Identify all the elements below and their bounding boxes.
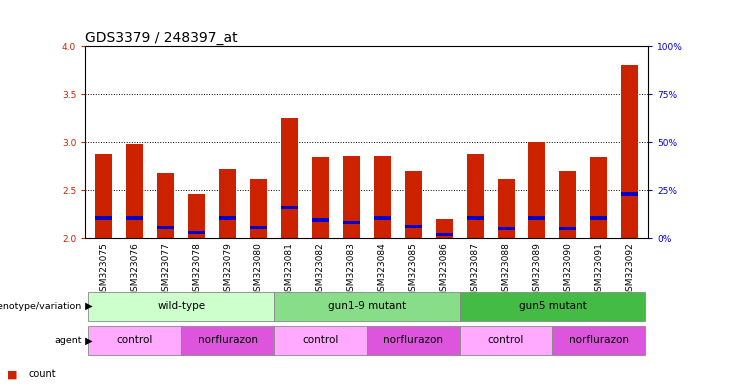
Text: GSM323083: GSM323083 <box>347 242 356 297</box>
Bar <box>553 326 645 356</box>
Bar <box>467 216 484 220</box>
Text: GSM323091: GSM323091 <box>594 242 603 297</box>
Bar <box>497 227 514 230</box>
Bar <box>188 194 205 238</box>
Bar <box>250 226 267 229</box>
Bar <box>405 171 422 238</box>
Bar <box>188 231 205 234</box>
Text: ■: ■ <box>7 369 18 379</box>
Bar <box>467 154 484 238</box>
Bar <box>126 216 143 220</box>
Text: GSM323087: GSM323087 <box>471 242 479 297</box>
Bar <box>621 65 638 238</box>
Bar <box>405 225 422 228</box>
Text: GSM323086: GSM323086 <box>439 242 448 297</box>
Bar <box>559 227 576 230</box>
Text: control: control <box>302 335 339 345</box>
Bar <box>274 291 459 321</box>
Text: GSM323081: GSM323081 <box>285 242 294 297</box>
Text: count: count <box>28 369 56 379</box>
Bar <box>219 169 236 238</box>
Bar <box>312 218 329 222</box>
Bar <box>96 154 113 238</box>
Text: GSM323078: GSM323078 <box>192 242 201 297</box>
Text: GDS3379 / 248397_at: GDS3379 / 248397_at <box>85 31 238 45</box>
Text: GSM323075: GSM323075 <box>99 242 108 297</box>
Bar <box>157 173 174 238</box>
Text: GSM323082: GSM323082 <box>316 242 325 297</box>
Bar <box>274 326 367 356</box>
Text: norflurazon: norflurazon <box>569 335 629 345</box>
Bar <box>436 233 453 236</box>
Bar <box>281 118 298 238</box>
Text: GSM323088: GSM323088 <box>502 242 511 297</box>
Text: GSM323089: GSM323089 <box>533 242 542 297</box>
Bar <box>250 179 267 238</box>
Text: GSM323090: GSM323090 <box>563 242 573 297</box>
Text: ▶: ▶ <box>82 336 93 346</box>
Bar <box>621 192 638 195</box>
Bar <box>281 206 298 209</box>
Text: control: control <box>116 335 153 345</box>
Bar <box>343 221 360 224</box>
Text: gun5 mutant: gun5 mutant <box>519 301 586 311</box>
Bar <box>343 156 360 238</box>
Text: GSM323084: GSM323084 <box>378 242 387 297</box>
Text: norflurazon: norflurazon <box>383 335 443 345</box>
Bar <box>591 157 608 238</box>
Bar <box>367 326 459 356</box>
Bar <box>591 216 608 220</box>
Text: GSM323080: GSM323080 <box>254 242 263 297</box>
Text: gun1-9 mutant: gun1-9 mutant <box>328 301 406 311</box>
Bar <box>459 291 645 321</box>
Bar <box>88 326 181 356</box>
Bar <box>459 326 553 356</box>
Bar <box>312 157 329 238</box>
Bar <box>96 216 113 220</box>
Bar <box>373 156 391 238</box>
Bar <box>436 219 453 238</box>
Bar <box>528 142 545 238</box>
Bar <box>126 144 143 238</box>
Bar <box>219 216 236 220</box>
Text: wild-type: wild-type <box>157 301 205 311</box>
Text: agent: agent <box>54 336 82 345</box>
Bar <box>497 179 514 238</box>
Text: GSM323085: GSM323085 <box>409 242 418 297</box>
Text: norflurazon: norflurazon <box>198 335 258 345</box>
Bar <box>528 216 545 220</box>
Bar <box>88 291 274 321</box>
Text: GSM323092: GSM323092 <box>625 242 634 297</box>
Bar <box>157 226 174 229</box>
Text: GSM323077: GSM323077 <box>161 242 170 297</box>
Text: GSM323076: GSM323076 <box>130 242 139 297</box>
Text: ▶: ▶ <box>82 301 93 311</box>
Bar <box>373 216 391 220</box>
Text: control: control <box>488 335 524 345</box>
Text: genotype/variation: genotype/variation <box>0 302 82 311</box>
Text: GSM323079: GSM323079 <box>223 242 232 297</box>
Bar <box>181 326 274 356</box>
Bar <box>559 171 576 238</box>
